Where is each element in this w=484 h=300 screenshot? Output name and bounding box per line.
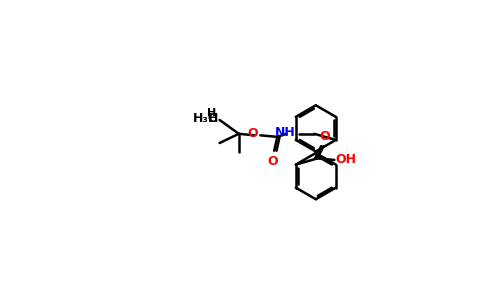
Text: O: O (267, 155, 278, 168)
Text: H: H (207, 108, 216, 118)
Text: O: O (320, 130, 331, 143)
Text: OH: OH (336, 154, 357, 166)
Text: H: H (208, 112, 218, 125)
Text: NH: NH (275, 126, 296, 139)
Text: H₃C: H₃C (193, 112, 218, 125)
Text: O: O (247, 127, 258, 140)
